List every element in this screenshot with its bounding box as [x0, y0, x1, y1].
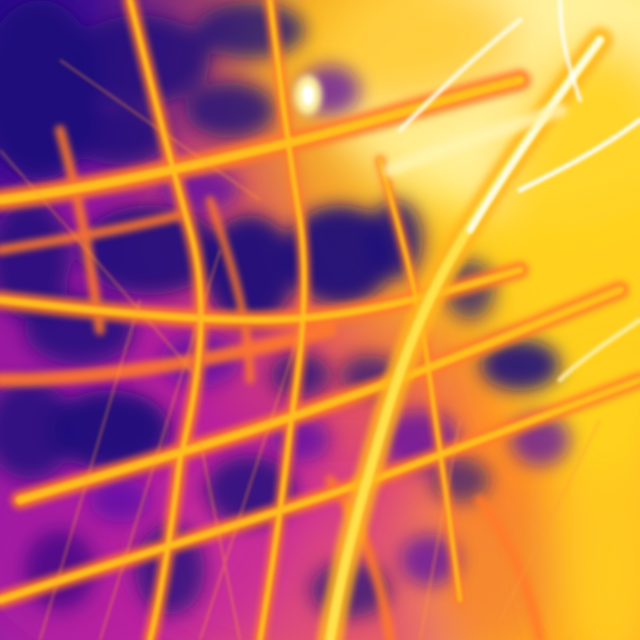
cold-pockets — [0, 0, 560, 618]
main-hot-vein — [317, 0, 640, 640]
fine-streaks — [0, 59, 601, 640]
white-hotspot — [294, 75, 322, 115]
